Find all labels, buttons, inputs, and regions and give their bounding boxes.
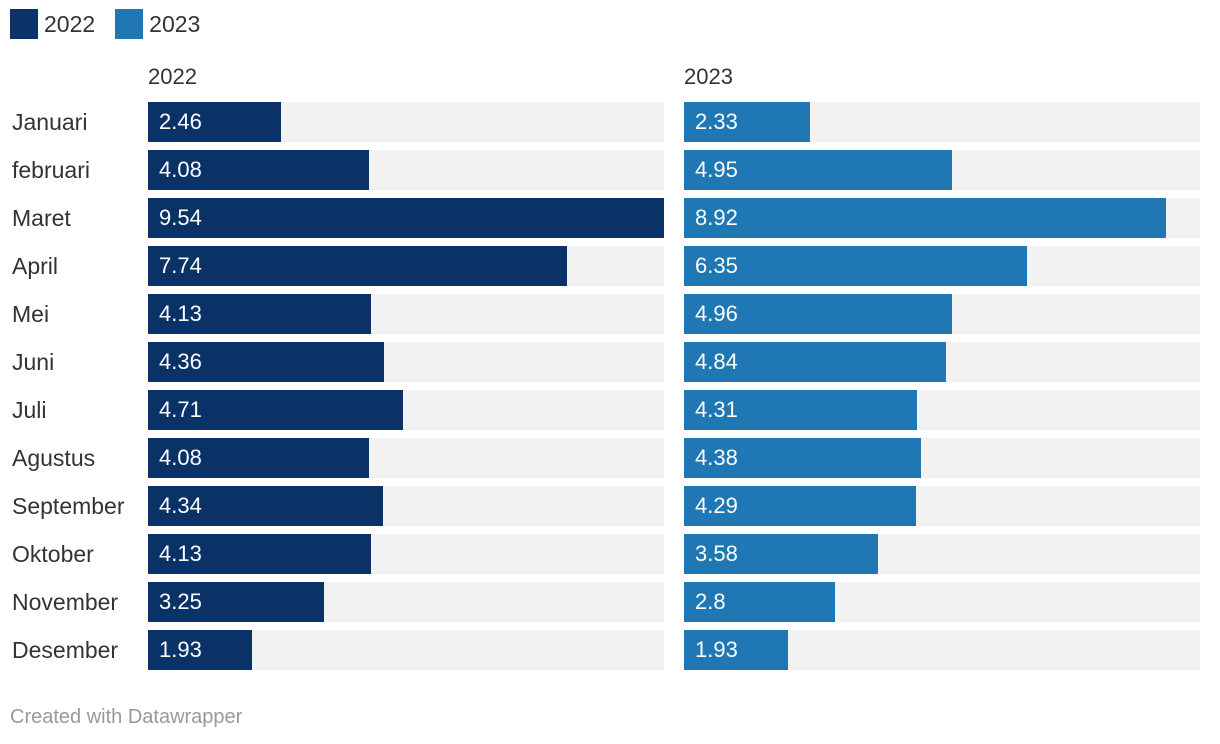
- bar-2023: [684, 486, 916, 526]
- category-label: Juni: [12, 349, 55, 375]
- bar-value-label: 4.95: [695, 157, 738, 182]
- panel-title-2023: 2023: [684, 64, 733, 89]
- category-label: februari: [12, 157, 90, 183]
- bar-2023: [684, 534, 878, 574]
- bar-value-label: 7.74: [159, 253, 202, 278]
- category-label: September: [12, 493, 125, 519]
- bar-2023: [684, 390, 917, 430]
- category-label: Oktober: [12, 541, 94, 567]
- bar-value-label: 4.08: [159, 445, 202, 470]
- bar-value-label: 2.8: [695, 589, 726, 614]
- category-label: Juli: [12, 397, 47, 423]
- bar-2023: [684, 102, 810, 142]
- legend-swatch-2022: [10, 9, 38, 39]
- bar-2023: [684, 582, 835, 622]
- legend: 2022 2023: [10, 9, 220, 39]
- credit-text: Created with Datawrapper: [10, 706, 243, 728]
- legend-item-2022: 2022: [10, 9, 95, 39]
- bar-value-label: 4.29: [695, 493, 738, 518]
- bar-2023: [684, 294, 952, 334]
- bar-2022: [148, 150, 369, 190]
- bar-2022: [148, 102, 281, 142]
- bar-2022: [148, 294, 371, 334]
- bar-2022: [148, 246, 567, 286]
- bar-2022: [148, 390, 403, 430]
- bar-2023: [684, 150, 952, 190]
- bar-2022: [148, 486, 383, 526]
- bar-value-label: 2.33: [695, 109, 738, 134]
- bar-2023: [684, 246, 1027, 286]
- bar-value-label: 1.93: [159, 637, 202, 662]
- bar-value-label: 3.58: [695, 541, 738, 566]
- bar-value-label: 4.96: [695, 301, 738, 326]
- category-label: Mei: [12, 301, 50, 327]
- legend-label-2022: 2022: [44, 10, 96, 37]
- legend-swatch-2023: [115, 9, 144, 39]
- category-label: Desember: [12, 637, 119, 663]
- bar-value-label: 4.34: [159, 493, 202, 518]
- legend-label-2023: 2023: [149, 10, 201, 37]
- bar-2023: [684, 198, 1166, 238]
- bar-value-label: 4.36: [159, 349, 202, 374]
- bar-value-label: 4.38: [695, 445, 738, 470]
- category-label: Maret: [12, 205, 71, 231]
- category-label: Agustus: [12, 445, 96, 471]
- bar-2023: [684, 630, 788, 670]
- bar-value-label: 6.35: [695, 253, 738, 278]
- bar-value-label: 2.46: [159, 109, 202, 134]
- bar-2022: [148, 342, 384, 382]
- bar-value-label: 1.93: [695, 637, 738, 662]
- category-label: April: [12, 253, 59, 279]
- bar-value-label: 4.08: [159, 157, 202, 182]
- bar-2023: [684, 342, 946, 382]
- category-label: November: [12, 589, 119, 615]
- bar-value-label: 4.13: [159, 301, 202, 326]
- bar-value-label: 8.92: [695, 205, 738, 230]
- category-label: Januari: [12, 109, 88, 135]
- bar-2022: [148, 438, 369, 478]
- bar-2022: [148, 198, 664, 238]
- bar-2022: [148, 582, 324, 622]
- legend-item-2023: 2023: [115, 9, 200, 39]
- bar-value-label: 4.13: [159, 541, 202, 566]
- bar-value-label: 4.71: [159, 397, 202, 422]
- bar-2023: [684, 438, 921, 478]
- panel-title-2022: 2022: [148, 64, 197, 89]
- bar-value-label: 3.25: [159, 589, 202, 614]
- bar-value-label: 4.31: [695, 397, 738, 422]
- bar-2022: [148, 630, 252, 670]
- bar-2022: [148, 534, 371, 574]
- bar-value-label: 4.84: [695, 349, 738, 374]
- bar-value-label: 9.54: [159, 205, 202, 230]
